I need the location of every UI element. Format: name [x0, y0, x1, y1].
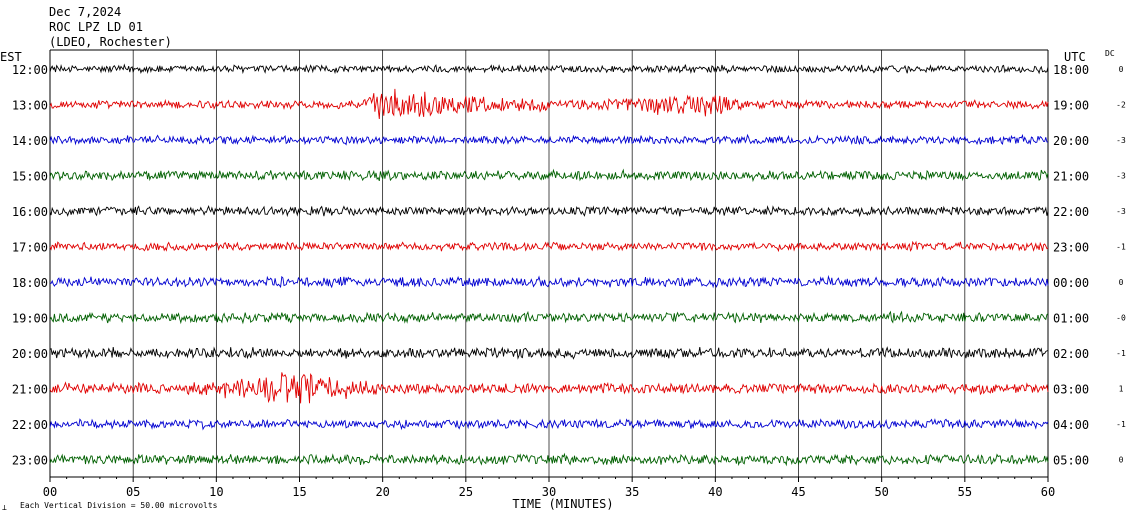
- utc-label-18:00: 18:00: [1053, 63, 1089, 77]
- x-tick-label-45: 45: [791, 485, 805, 499]
- trace-13:00: [49, 88, 1049, 120]
- trace-17:00: [49, 240, 1049, 253]
- header-network: (LDEO, Rochester): [49, 35, 172, 49]
- dc-value-23:00: 0: [1119, 456, 1124, 465]
- x-tick-label-15: 15: [292, 485, 306, 499]
- x-tick-label-00: 00: [43, 485, 57, 499]
- est-label-20:00: 20:00: [12, 347, 48, 361]
- est-label-15:00: 15:00: [12, 170, 48, 184]
- left-zone-label: EST: [0, 50, 22, 64]
- x-tick-label-10: 10: [209, 485, 223, 499]
- utc-label-21:00: 21:00: [1053, 170, 1089, 184]
- utc-label-02:00: 02:00: [1053, 347, 1089, 361]
- dc-value-15:00: -3: [1116, 172, 1126, 181]
- trace-21:00: [49, 372, 1049, 404]
- x-tick-label-25: 25: [459, 485, 473, 499]
- utc-label-19:00: 19:00: [1053, 99, 1089, 113]
- dc-value-20:00: -1: [1116, 349, 1126, 358]
- dc-value-14:00: -3: [1116, 136, 1126, 145]
- trace-18:00: [49, 274, 1049, 289]
- x-tick-label-35: 35: [625, 485, 639, 499]
- utc-label-20:00: 20:00: [1053, 134, 1089, 148]
- dc-value-21:00: 1: [1119, 385, 1124, 394]
- x-tick-label-55: 55: [958, 485, 972, 499]
- x-axis-title: TIME (MINUTES): [512, 497, 613, 511]
- utc-label-03:00: 03:00: [1053, 383, 1089, 397]
- est-label-23:00: 23:00: [12, 454, 48, 468]
- trace-19:00: [49, 310, 1049, 325]
- trace-20:00: [49, 346, 1049, 360]
- est-label-21:00: 21:00: [12, 383, 48, 397]
- x-tick-label-05: 05: [126, 485, 140, 499]
- est-label-16:00: 16:00: [12, 205, 48, 219]
- corner-mark: ⟂: [2, 503, 7, 512]
- utc-label-05:00: 05:00: [1053, 454, 1089, 468]
- x-tick-label-50: 50: [874, 485, 888, 499]
- x-tick-label-60: 60: [1041, 485, 1055, 499]
- trace-12:00: [49, 63, 1049, 75]
- header-station: ROC LPZ LD 01: [49, 20, 143, 34]
- utc-label-23:00: 23:00: [1053, 241, 1089, 255]
- est-label-14:00: 14:00: [12, 134, 48, 148]
- utc-label-01:00: 01:00: [1053, 312, 1089, 326]
- dc-header-label: DC: [1105, 49, 1115, 58]
- header-date: Dec 7,2024: [49, 5, 121, 19]
- utc-label-22:00: 22:00: [1053, 205, 1089, 219]
- trace-22:00: [49, 418, 1049, 431]
- dc-value-22:00: -1: [1116, 420, 1126, 429]
- dc-value-16:00: -3: [1116, 207, 1126, 216]
- trace-layer: [49, 63, 1049, 467]
- dc-value-19:00: -0: [1116, 314, 1126, 323]
- grid-layer: [49, 49, 1049, 478]
- est-label-19:00: 19:00: [12, 312, 48, 326]
- est-label-18:00: 18:00: [12, 276, 48, 290]
- utc-label-04:00: 04:00: [1053, 418, 1089, 432]
- scale-note: Each Vertical Division = 50.00 microvolt…: [20, 501, 218, 510]
- x-tick-label-20: 20: [375, 485, 389, 499]
- trace-15:00: [49, 168, 1049, 183]
- trace-16:00: [49, 204, 1049, 218]
- est-label-13:00: 13:00: [12, 99, 48, 113]
- dc-value-12:00: 0: [1119, 65, 1124, 74]
- x-tick-label-40: 40: [708, 485, 722, 499]
- dc-value-13:00: -2: [1116, 101, 1126, 110]
- dc-value-17:00: -1: [1116, 243, 1126, 252]
- x-tick-layer: 00 05 10 15 20 25 30 35 40 45 50 55 60: [43, 477, 1055, 499]
- utc-label-00:00: 00:00: [1053, 276, 1089, 290]
- est-label-12:00: 12:00: [12, 63, 48, 77]
- row-label-layer: 12:00 18:00 0 13:00 19:00 -2 14:00 20:00 -3 15:00…: [12, 63, 1126, 468]
- est-label-17:00: 17:00: [12, 241, 48, 255]
- x-tick-label-30: 30: [542, 485, 556, 499]
- trace-23:00: [49, 452, 1049, 467]
- est-label-22:00: 22:00: [12, 418, 48, 432]
- right-zone-label: UTC: [1064, 50, 1086, 64]
- dc-value-18:00: 0: [1119, 278, 1124, 287]
- trace-14:00: [49, 133, 1049, 146]
